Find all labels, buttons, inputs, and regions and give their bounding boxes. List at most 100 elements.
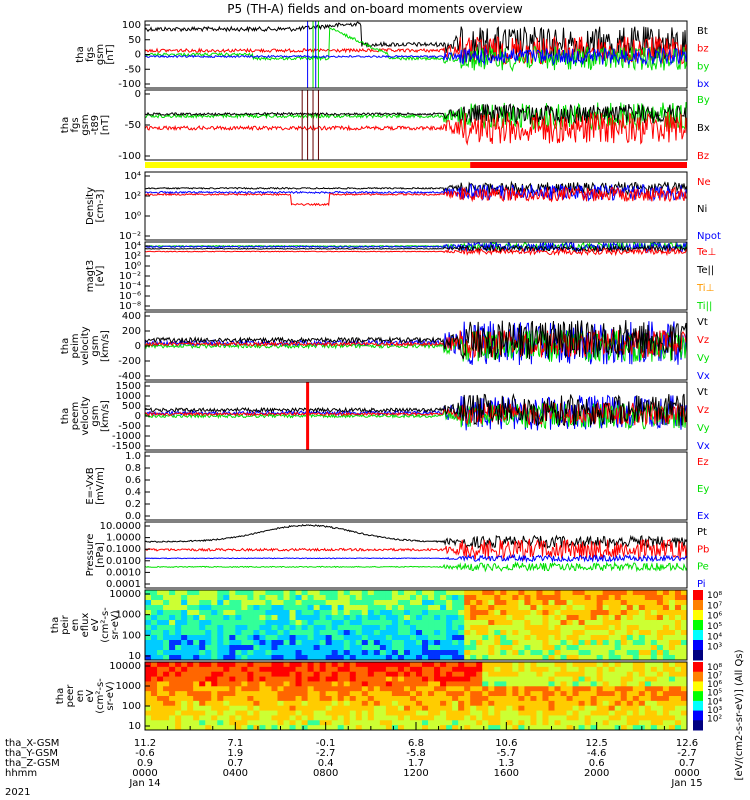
heatmap-cell xyxy=(355,610,363,616)
heatmap-cell xyxy=(247,650,254,656)
heatmap-cell xyxy=(584,720,592,726)
heatmap-cell xyxy=(680,696,687,702)
heatmap-cell xyxy=(536,666,543,673)
heatmap-cell xyxy=(656,640,664,646)
heatmap-cell xyxy=(578,645,586,651)
heatmap-cell xyxy=(367,700,375,707)
heatmap-cell xyxy=(422,605,429,611)
heatmap-cell xyxy=(223,640,230,646)
heatmap-cell xyxy=(620,655,628,660)
heatmap-cell xyxy=(253,720,260,726)
heatmap-cell xyxy=(157,705,164,712)
heatmap-cell xyxy=(494,710,501,716)
heatmap-cell xyxy=(638,720,646,726)
heatmap-cell xyxy=(674,595,682,601)
heatmap-cell xyxy=(163,595,170,601)
heatmap-cell xyxy=(361,666,369,673)
heatmap-cell xyxy=(602,700,610,707)
heatmap-cell xyxy=(361,635,369,641)
heatmap-cell xyxy=(506,615,513,621)
heatmap-cell xyxy=(524,696,531,702)
ylabel-line: peer xyxy=(65,684,76,708)
heatmap-cell xyxy=(470,605,477,611)
heatmap-cell xyxy=(626,700,634,707)
heatmap-cell xyxy=(434,635,441,641)
heatmap-cell xyxy=(337,720,345,726)
heatmap-cell xyxy=(632,720,640,726)
heatmap-cell xyxy=(548,595,556,601)
heatmap-cell xyxy=(548,635,556,641)
heatmap-cell xyxy=(476,691,483,697)
heatmap-cell xyxy=(590,696,598,702)
heatmap-cell xyxy=(614,630,622,636)
heatmap-cell xyxy=(650,676,658,682)
heatmap-cell xyxy=(590,715,598,721)
heatmap-cell xyxy=(355,686,363,692)
heatmap-cell xyxy=(199,655,206,660)
heatmap-cell xyxy=(259,600,266,606)
ylabel-line: gsm xyxy=(95,44,106,65)
heatmap-cell xyxy=(632,710,640,716)
heatmap-cell xyxy=(211,710,218,716)
heatmap-cell xyxy=(313,662,321,668)
heatmap-cell xyxy=(409,676,417,682)
heatmap-cell xyxy=(193,650,200,656)
heatmap-cell xyxy=(271,700,278,707)
heatmap-cell xyxy=(247,620,254,626)
heatmap-cell xyxy=(494,686,501,692)
heatmap-cell xyxy=(494,635,501,641)
heatmap-cell xyxy=(458,615,465,621)
heatmap-cell xyxy=(229,705,236,712)
heatmap-cell xyxy=(241,650,248,656)
heatmap-cell xyxy=(416,666,423,673)
heatmap-cell xyxy=(602,662,610,668)
heatmap-cell xyxy=(331,605,339,611)
heatmap-cell xyxy=(385,645,393,651)
heatmap-cell xyxy=(638,681,646,687)
heatmap-cell xyxy=(379,715,387,721)
heatmap-cell xyxy=(241,615,248,621)
heatmap-cell xyxy=(452,700,459,707)
heatmap-cell xyxy=(560,715,568,721)
heatmap-cell xyxy=(494,605,501,611)
heatmap-cell xyxy=(608,710,616,716)
heatmap-cell xyxy=(680,620,687,626)
ephemeris-value: 1.3 xyxy=(498,758,514,769)
heatmap-cell xyxy=(235,691,242,697)
heatmap-cell xyxy=(283,700,291,707)
heatmap-cell xyxy=(500,666,507,673)
heatmap-cell xyxy=(434,700,441,707)
heatmap-cell xyxy=(668,725,676,730)
heatmap-cell xyxy=(434,610,441,616)
heatmap-cell xyxy=(271,650,278,656)
heatmap-cell xyxy=(163,625,170,631)
heatmap-cell xyxy=(674,615,682,621)
colorbar-tick: 10⁶ xyxy=(707,680,722,690)
heatmap-cell xyxy=(163,676,170,682)
heatmap-cell xyxy=(524,666,531,673)
heatmap-cell xyxy=(373,705,381,712)
heatmap-cell xyxy=(566,725,574,730)
heatmap-cell xyxy=(518,600,525,606)
heatmap-cell xyxy=(638,645,646,651)
heatmap-cell xyxy=(608,720,616,726)
heatmap-cell xyxy=(554,710,562,716)
heatmap-cell xyxy=(259,610,266,616)
heatmap-cell xyxy=(620,625,628,631)
heatmap-cell xyxy=(259,605,266,611)
heatmap-cell xyxy=(428,666,435,673)
heatmap-cell xyxy=(440,666,447,673)
heatmap-cell xyxy=(608,650,616,656)
heatmap-cell xyxy=(422,590,429,596)
heatmap-cell xyxy=(590,700,598,707)
heatmap-cell xyxy=(536,710,543,716)
heatmap-cell xyxy=(193,600,200,606)
heatmap-cell xyxy=(560,625,568,631)
heatmap-cell xyxy=(361,640,369,646)
heatmap-cell xyxy=(349,681,357,687)
heatmap-cell xyxy=(638,676,646,682)
heatmap-cell xyxy=(530,686,537,692)
heatmap-cell xyxy=(187,715,194,721)
heatmap-cell xyxy=(181,700,188,707)
ytick-label: 1000 xyxy=(116,681,141,692)
